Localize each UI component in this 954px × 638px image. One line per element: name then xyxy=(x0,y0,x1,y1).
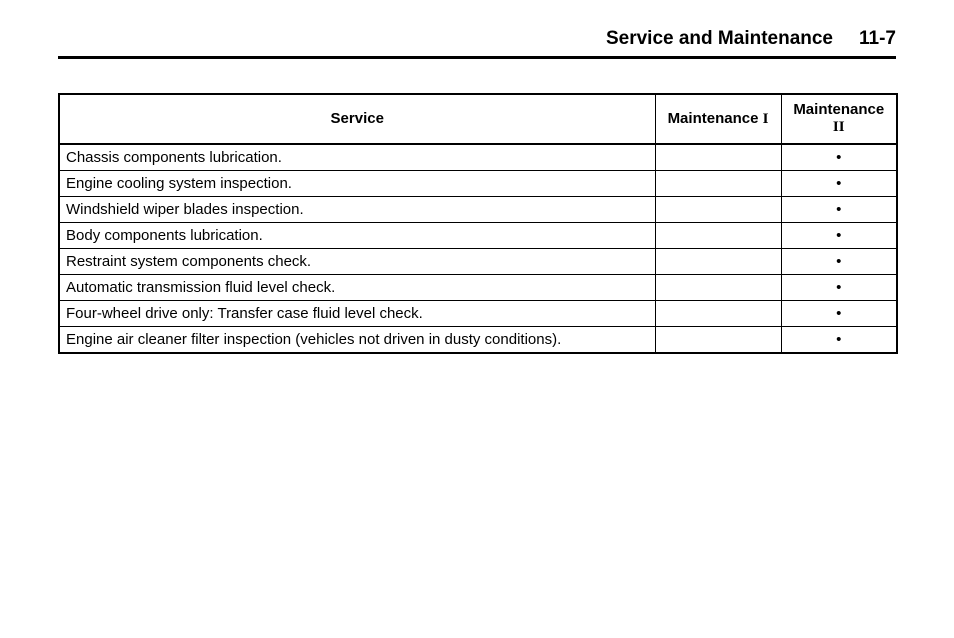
service-cell: Automatic transmission fluid level check… xyxy=(59,274,655,300)
maintenance-1-cell xyxy=(655,144,781,171)
header-page-number: 11-7 xyxy=(859,28,896,50)
service-cell: Four-wheel drive only: Transfer case flu… xyxy=(59,300,655,326)
maintenance-1-cell xyxy=(655,196,781,222)
col-header-maintenance-2: Maintenance II xyxy=(781,94,897,144)
maintenance-1-cell xyxy=(655,300,781,326)
maintenance-1-cell xyxy=(655,170,781,196)
maintenance-2-cell: • xyxy=(781,274,897,300)
service-cell: Engine cooling system inspection. xyxy=(59,170,655,196)
m2-label-roman: II xyxy=(833,119,845,135)
m1-label-prefix: Maintenance xyxy=(668,110,759,127)
maintenance-2-cell: • xyxy=(781,248,897,274)
maintenance-2-cell: • xyxy=(781,196,897,222)
page-container: Service and Maintenance 11-7 Service Mai… xyxy=(0,0,954,354)
maintenance-1-cell xyxy=(655,274,781,300)
header-title: Service and Maintenance xyxy=(606,28,833,50)
maintenance-2-cell: • xyxy=(781,144,897,171)
table-row: Automatic transmission fluid level check… xyxy=(59,274,897,300)
page-header: Service and Maintenance 11-7 xyxy=(58,28,896,59)
table-row: Four-wheel drive only: Transfer case flu… xyxy=(59,300,897,326)
table-body: Chassis components lubrication. • Engine… xyxy=(59,144,897,353)
maintenance-2-cell: • xyxy=(781,300,897,326)
maintenance-1-cell xyxy=(655,248,781,274)
table-row: Restraint system components check. • xyxy=(59,248,897,274)
m1-label-roman: I xyxy=(763,111,769,127)
col-header-maintenance-1: Maintenance I xyxy=(655,94,781,144)
service-cell: Engine air cleaner filter inspection (ve… xyxy=(59,326,655,353)
table-row: Windshield wiper blades inspection. • xyxy=(59,196,897,222)
table-header-row: Service Maintenance I Maintenance II xyxy=(59,94,897,144)
service-cell: Chassis components lubrication. xyxy=(59,144,655,171)
service-cell: Restraint system components check. xyxy=(59,248,655,274)
table-row: Engine air cleaner filter inspection (ve… xyxy=(59,326,897,353)
table-row: Engine cooling system inspection. • xyxy=(59,170,897,196)
maintenance-2-cell: • xyxy=(781,326,897,353)
col-header-service: Service xyxy=(59,94,655,144)
maintenance-1-cell xyxy=(655,222,781,248)
table-row: Chassis components lubrication. • xyxy=(59,144,897,171)
maintenance-1-cell xyxy=(655,326,781,353)
service-cell: Windshield wiper blades inspection. xyxy=(59,196,655,222)
maintenance-2-cell: • xyxy=(781,170,897,196)
service-cell: Body components lubrication. xyxy=(59,222,655,248)
maintenance-table: Service Maintenance I Maintenance II Cha… xyxy=(58,93,898,354)
m2-label-line1: Maintenance xyxy=(793,101,884,118)
table-row: Body components lubrication. • xyxy=(59,222,897,248)
maintenance-2-cell: • xyxy=(781,222,897,248)
